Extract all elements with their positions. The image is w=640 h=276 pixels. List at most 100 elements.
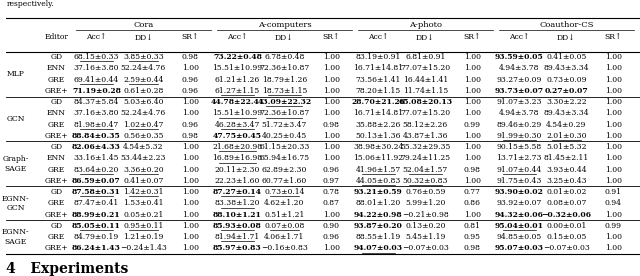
Text: 33.16±1.45: 33.16±1.45 <box>74 154 119 162</box>
Text: 86.24±1.43: 86.24±1.43 <box>72 244 121 252</box>
Text: 52.24±4.76: 52.24±4.76 <box>121 64 166 72</box>
Text: 93.59±0.05: 93.59±0.05 <box>495 53 544 61</box>
Text: 81.94±1.71: 81.94±1.71 <box>215 233 260 241</box>
Text: Graph-
SAGE: Graph- SAGE <box>3 155 29 172</box>
Text: 1.00: 1.00 <box>464 98 481 106</box>
Text: 88.55±1.19: 88.55±1.19 <box>356 233 401 241</box>
Text: 1.00: 1.00 <box>605 233 622 241</box>
Text: SR↑: SR↑ <box>182 33 199 41</box>
Text: 83.38±1.20: 83.38±1.20 <box>214 199 260 207</box>
Text: GRE: GRE <box>48 166 65 174</box>
Text: 37.16±3.80: 37.16±3.80 <box>74 109 119 117</box>
Text: 1.42±0.31: 1.42±0.31 <box>123 188 164 196</box>
Text: 77.07±15.20: 77.07±15.20 <box>400 109 451 117</box>
Text: EGNN-
GCN: EGNN- GCN <box>2 195 29 212</box>
Text: 81.98±0.47: 81.98±0.47 <box>74 121 119 129</box>
Text: 62.89±2.30: 62.89±2.30 <box>262 166 307 174</box>
Text: 0.41±0.05: 0.41±0.05 <box>546 53 586 61</box>
Text: 1.00: 1.00 <box>605 76 622 84</box>
Text: 1.00: 1.00 <box>464 64 481 72</box>
Text: SR↑: SR↑ <box>323 33 340 41</box>
Text: 93.90±0.02: 93.90±0.02 <box>495 188 544 196</box>
Text: 51.72±3.47: 51.72±3.47 <box>262 121 307 129</box>
Text: 0.96: 0.96 <box>323 233 340 241</box>
Text: 85.97±0.83: 85.97±0.83 <box>213 244 262 252</box>
Text: GCN: GCN <box>6 115 25 123</box>
Text: 50.32±0.83: 50.32±0.83 <box>403 177 448 185</box>
Text: Coauthor-CS: Coauthor-CS <box>539 21 593 29</box>
Text: 0.73±0.09: 0.73±0.09 <box>546 76 587 84</box>
Text: 1.02±0.47: 1.02±0.47 <box>124 121 164 129</box>
Text: −0.21±0.98: −0.21±0.98 <box>402 211 449 219</box>
Text: −0.07±0.03: −0.07±0.03 <box>402 244 449 252</box>
Text: 1.00: 1.00 <box>464 154 481 162</box>
Text: DD↓: DD↓ <box>416 33 435 41</box>
Text: 93.27±0.09: 93.27±0.09 <box>497 76 542 84</box>
Text: 87.27±0.14: 87.27±0.14 <box>213 188 262 196</box>
Text: 1.21±0.19: 1.21±0.19 <box>124 233 164 241</box>
Text: 28.70±21.26: 28.70±21.26 <box>351 98 405 106</box>
Text: 52.24±4.76: 52.24±4.76 <box>121 109 166 117</box>
Text: 5.03±6.40: 5.03±6.40 <box>123 98 164 106</box>
Text: 1.00: 1.00 <box>323 154 340 162</box>
Text: MLP: MLP <box>7 70 25 78</box>
Text: 84.37±5.84: 84.37±5.84 <box>74 98 119 106</box>
Text: GRE+: GRE+ <box>45 177 68 185</box>
Text: 0.05±0.21: 0.05±0.21 <box>124 211 164 219</box>
Text: 0.87: 0.87 <box>323 199 340 207</box>
Text: ENN: ENN <box>47 64 66 72</box>
Text: 1.00: 1.00 <box>323 132 340 140</box>
Text: 16.71±14.81: 16.71±14.81 <box>353 109 403 117</box>
Text: DD↓: DD↓ <box>557 33 575 41</box>
Text: 1.00: 1.00 <box>605 98 622 106</box>
Text: 0.73±0.14: 0.73±0.14 <box>264 188 305 196</box>
Text: A-computers: A-computers <box>257 21 311 29</box>
Text: 1.00: 1.00 <box>182 244 199 252</box>
Text: 0.61±0.28: 0.61±0.28 <box>124 87 164 95</box>
Text: 82.06±4.33: 82.06±4.33 <box>72 143 121 151</box>
Text: GD: GD <box>51 143 63 151</box>
Text: GD: GD <box>51 222 63 230</box>
Text: SR↑: SR↑ <box>463 33 481 41</box>
Text: 6.78±0.48: 6.78±0.48 <box>264 53 305 61</box>
Text: 1.00: 1.00 <box>464 87 481 95</box>
Text: respectively.: respectively. <box>6 0 54 8</box>
Text: 37.16±3.80: 37.16±3.80 <box>74 64 119 72</box>
Text: 38.98±30.24: 38.98±30.24 <box>353 143 404 151</box>
Text: 3.25±0.43: 3.25±0.43 <box>546 177 587 185</box>
Text: 93.87±0.20: 93.87±0.20 <box>354 222 403 230</box>
Text: 0.95±0.11: 0.95±0.11 <box>124 222 164 230</box>
Text: 73.56±1.41: 73.56±1.41 <box>356 76 401 84</box>
Text: A-photo: A-photo <box>409 21 442 29</box>
Text: 91.99±0.30: 91.99±0.30 <box>497 132 542 140</box>
Text: 60.77±1.60: 60.77±1.60 <box>262 177 307 185</box>
Text: GD: GD <box>51 53 63 61</box>
Text: 1.00: 1.00 <box>323 211 340 219</box>
Text: 93.21±0.59: 93.21±0.59 <box>354 188 403 196</box>
Text: 71.19±0.28: 71.19±0.28 <box>72 87 121 95</box>
Text: 94.22±0.98: 94.22±0.98 <box>354 211 403 219</box>
Text: 1.00: 1.00 <box>605 166 622 174</box>
Text: 18.79±1.26: 18.79±1.26 <box>262 76 307 84</box>
Text: 1.00: 1.00 <box>605 177 622 185</box>
Text: GD: GD <box>51 98 63 106</box>
Text: DD↓: DD↓ <box>275 33 294 41</box>
Text: 0.99: 0.99 <box>464 121 481 129</box>
Text: 0.94: 0.94 <box>605 199 622 207</box>
Text: 35.88±2.26: 35.88±2.26 <box>356 121 401 129</box>
Text: 16.71±14.81: 16.71±14.81 <box>353 64 403 72</box>
Text: 88.84±0.35: 88.84±0.35 <box>72 132 121 140</box>
Text: Acc↑: Acc↑ <box>368 33 388 41</box>
Text: 88.01±1.20: 88.01±1.20 <box>356 199 401 207</box>
Text: 4.62±1.20: 4.62±1.20 <box>264 199 305 207</box>
Text: 1.00: 1.00 <box>182 109 199 117</box>
Text: 1.00: 1.00 <box>464 177 481 185</box>
Text: GRE+: GRE+ <box>45 132 68 140</box>
Text: 72.36±10.87: 72.36±10.87 <box>259 109 310 117</box>
Text: 1.00: 1.00 <box>464 109 481 117</box>
Text: 86.59±0.07: 86.59±0.07 <box>72 177 121 185</box>
Text: 15.51±10.99: 15.51±10.99 <box>212 64 262 72</box>
Text: 1.00: 1.00 <box>605 121 622 129</box>
Text: 5.99±1.20: 5.99±1.20 <box>405 199 445 207</box>
Text: GRE+: GRE+ <box>45 211 68 219</box>
